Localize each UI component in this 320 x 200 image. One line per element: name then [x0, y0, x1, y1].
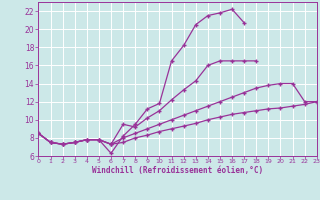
X-axis label: Windchill (Refroidissement éolien,°C): Windchill (Refroidissement éolien,°C) — [92, 166, 263, 175]
